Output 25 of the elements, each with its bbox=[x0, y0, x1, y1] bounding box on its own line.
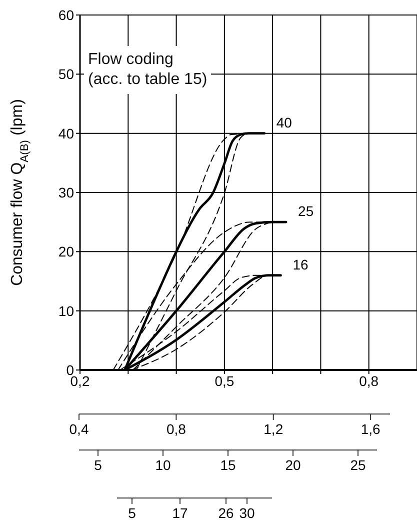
y-tick-label: 40 bbox=[58, 125, 74, 142]
y-tick-label: 10 bbox=[58, 302, 74, 319]
text: 5 bbox=[128, 505, 136, 520]
x-tick-label: 0,8 bbox=[359, 372, 379, 389]
series-label: 40 bbox=[276, 114, 292, 130]
x2-tick-label: 1,2 bbox=[264, 421, 284, 437]
x2-tick-label: 1,6 bbox=[360, 421, 381, 437]
text: 26 bbox=[218, 505, 234, 520]
y-tick-label: 30 bbox=[58, 184, 74, 200]
x2-tick-label: 0,8 bbox=[166, 421, 186, 437]
text: 15 bbox=[220, 457, 236, 473]
annotation: Flow coding (acc. to table 15) bbox=[84, 46, 212, 94]
text: 20 bbox=[285, 457, 301, 473]
x2-tick-label: 0,4 bbox=[69, 421, 89, 437]
series-label: 25 bbox=[298, 203, 314, 220]
y-tick-label: 20 bbox=[58, 244, 74, 260]
text: 10 bbox=[155, 457, 171, 473]
text: 30 bbox=[239, 505, 255, 520]
text: 25 bbox=[350, 457, 366, 473]
text: 17 bbox=[172, 505, 188, 520]
series-label: 16 bbox=[292, 256, 309, 272]
y-tick-label: 60 bbox=[58, 6, 74, 23]
text: 5 bbox=[94, 457, 102, 473]
y-tick-label: 50 bbox=[58, 66, 74, 82]
x-tick-label: 0,5 bbox=[214, 372, 234, 389]
